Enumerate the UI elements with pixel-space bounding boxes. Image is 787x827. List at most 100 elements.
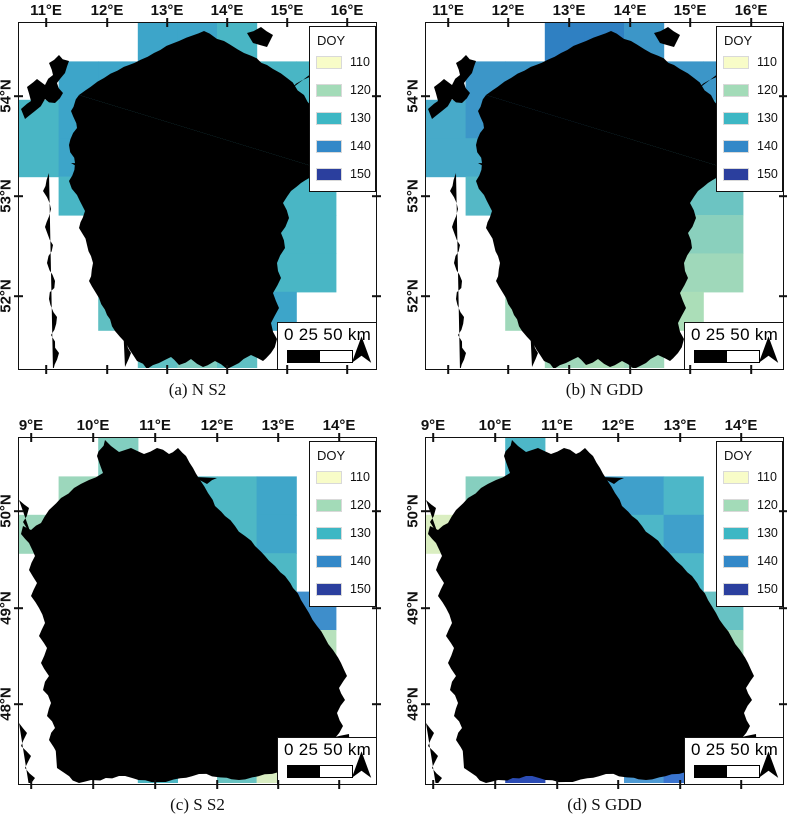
- caption-b: (b) N GDD: [565, 380, 644, 399]
- axis-tick: [372, 510, 381, 512]
- legend-value: 120: [757, 83, 778, 97]
- doy-cell: [296, 253, 337, 293]
- axis-tick: [779, 510, 787, 512]
- caption-d: (d) S GDD: [567, 795, 642, 814]
- caption-c: (c) S S2: [170, 795, 225, 814]
- longitude-label: 9°E: [420, 417, 446, 434]
- scale-bar-graphic: [287, 765, 353, 778]
- legend-items: 110 120 130 140 150: [723, 463, 782, 603]
- latitude-label: 52°N: [404, 279, 422, 313]
- doy-cell: [256, 514, 297, 554]
- latitude-label: 52°N: [0, 279, 15, 313]
- north-arrow-icon: [758, 751, 779, 778]
- longitude-label: 16°E: [330, 2, 364, 19]
- axis-tick: [568, 365, 570, 374]
- legend-swatch: [723, 55, 749, 69]
- axis-tick: [779, 607, 787, 609]
- axis-tick: [338, 780, 340, 789]
- legend: DOY 110 120 130 140 150: [309, 441, 376, 607]
- caption-a: (a) N S2: [168, 380, 227, 399]
- legend-swatch: [723, 139, 749, 153]
- legend-swatch: [723, 554, 749, 568]
- axis-tick: [92, 780, 94, 789]
- doy-cell: [19, 138, 60, 178]
- axis-tick: [14, 703, 23, 705]
- longitude-label: 14°E: [322, 417, 356, 434]
- legend-item: 150: [316, 575, 375, 603]
- legend-item: 110: [723, 48, 782, 76]
- legend-item: 140: [316, 132, 375, 160]
- axis-tick: [750, 18, 752, 27]
- axis-tick: [629, 18, 631, 27]
- axis-tick: [421, 510, 430, 512]
- axis-tick: [779, 703, 787, 705]
- axis-tick: [346, 18, 348, 27]
- axis-tick: [154, 433, 156, 442]
- axis-tick: [556, 433, 558, 442]
- axis-tick: [372, 295, 381, 297]
- axis-tick: [372, 95, 381, 97]
- axis-tick: [779, 295, 787, 297]
- map-panel-d: DOY 110 120 130 140 150 0 25 50 km 9°E 10°E 11…: [405, 417, 787, 789]
- longitude-label: 14°E: [724, 417, 758, 434]
- scale-bar-label: 0 25 50 km: [691, 740, 779, 759]
- longitude-label: 10°E: [478, 417, 512, 434]
- legend-item: 130: [723, 104, 782, 132]
- axis-tick: [432, 433, 434, 442]
- doy-cell: [624, 476, 665, 516]
- north-arrow-icon: [351, 751, 372, 778]
- axis-tick: [447, 18, 449, 27]
- longitude-label: 11°E: [30, 2, 62, 19]
- axis-tick: [14, 195, 23, 197]
- axis-tick: [338, 433, 340, 442]
- legend-swatch: [316, 111, 342, 125]
- axis-tick: [494, 433, 496, 442]
- latitude-label: 48°N: [0, 687, 15, 721]
- longitude-label: 12°E: [491, 2, 525, 19]
- legend-value: 140: [350, 139, 371, 153]
- legend-item: 140: [316, 547, 375, 575]
- longitude-label: 13°E: [261, 417, 295, 434]
- latitude-label: 54°N: [404, 79, 422, 113]
- axis-tick: [432, 780, 434, 789]
- longitude-label: 12°E: [601, 417, 635, 434]
- scale-bar-graphic: [287, 350, 353, 363]
- legend-value: 110: [350, 470, 370, 484]
- legend-item: 130: [723, 519, 782, 547]
- latitude-label: 48°N: [404, 687, 422, 721]
- axis-tick: [277, 433, 279, 442]
- scale-bar: 0 25 50 km: [277, 322, 377, 370]
- legend-value: 140: [757, 554, 778, 568]
- latitude-label: 49°N: [404, 591, 422, 625]
- axis-tick: [750, 365, 752, 374]
- axis-tick: [372, 703, 381, 705]
- axis-tick: [421, 95, 430, 97]
- legend-value: 140: [757, 139, 778, 153]
- longitude-label: 13°E: [663, 417, 697, 434]
- latitude-label: 50°N: [404, 494, 422, 528]
- axis-tick: [30, 433, 32, 442]
- axis-tick: [679, 433, 681, 442]
- doy-cell: [663, 514, 704, 554]
- axis-tick: [372, 607, 381, 609]
- legend-swatch: [723, 470, 749, 484]
- axis-tick: [679, 780, 681, 789]
- longitude-label: 15°E: [673, 2, 707, 19]
- axis-tick: [779, 195, 787, 197]
- legend-value: 110: [350, 55, 370, 69]
- doy-cell: [663, 476, 704, 516]
- axis-tick: [14, 95, 23, 97]
- legend-swatch: [723, 498, 749, 512]
- legend-items: 110 120 130 140 150: [723, 48, 782, 188]
- scale-bar-label: 0 25 50 km: [691, 325, 779, 344]
- axis-tick: [568, 18, 570, 27]
- legend-swatch: [316, 498, 342, 512]
- axis-tick: [106, 365, 108, 374]
- legend: DOY 110 120 130 140 150: [309, 26, 376, 192]
- map-panel-c: DOY 110 120 130 140 150 0 25 50 km 9°E 10°E 11…: [0, 417, 381, 789]
- legend-item: 120: [723, 491, 782, 519]
- legend-value: 130: [350, 111, 371, 125]
- map-canvas: [19, 23, 375, 368]
- legend-value: 140: [350, 554, 371, 568]
- longitude-label: 10°E: [76, 417, 110, 434]
